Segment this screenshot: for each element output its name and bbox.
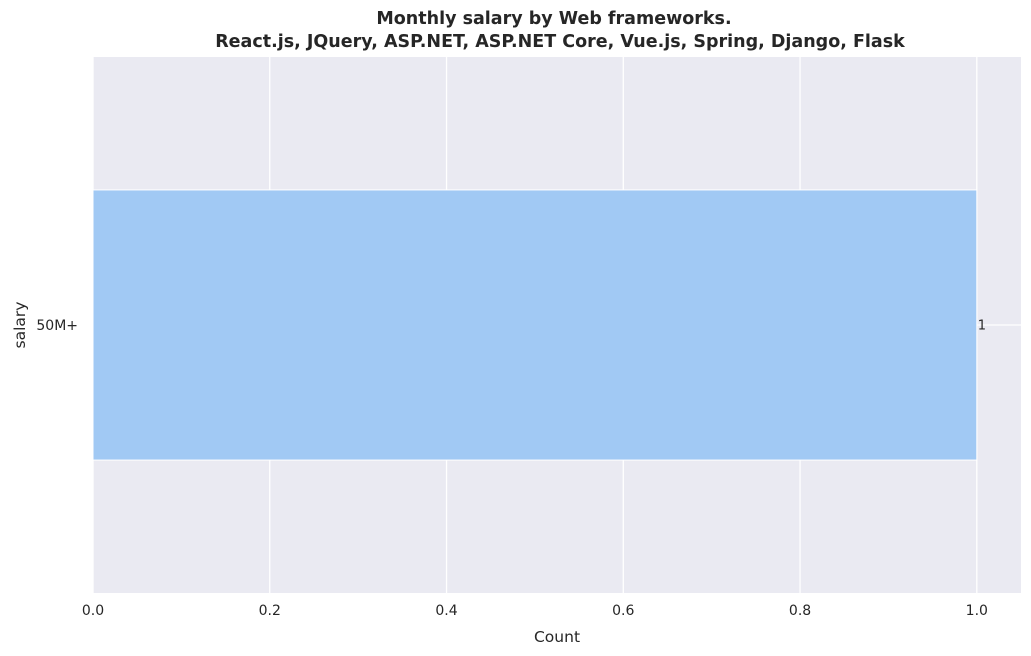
- x-tick-label: 0.4: [435, 603, 457, 619]
- data-labels: 1: [978, 319, 986, 334]
- y-tick-label: 50M+: [36, 318, 78, 334]
- bar-data-label: 1: [978, 319, 986, 334]
- chart-title: Monthly salary by Web frameworks.: [376, 9, 731, 29]
- y-axis-ticks: 50M+: [36, 318, 78, 334]
- x-tick-label: 0.6: [612, 603, 634, 619]
- x-axis-label: Count: [534, 628, 580, 646]
- bar: [92, 189, 978, 461]
- x-tick-label: 0.0: [82, 603, 104, 619]
- bars: [92, 189, 978, 461]
- y-axis-label: salary: [11, 302, 29, 349]
- chart-subtitle: React.js, JQuery, ASP.NET, ASP.NET Core,…: [215, 32, 905, 52]
- x-tick-label: 0.8: [789, 603, 811, 619]
- x-tick-label: 0.2: [259, 603, 281, 619]
- x-axis-ticks: 0.0 0.2 0.4 0.6 0.8 1.0: [82, 603, 988, 619]
- x-tick-label: 1.0: [966, 603, 988, 619]
